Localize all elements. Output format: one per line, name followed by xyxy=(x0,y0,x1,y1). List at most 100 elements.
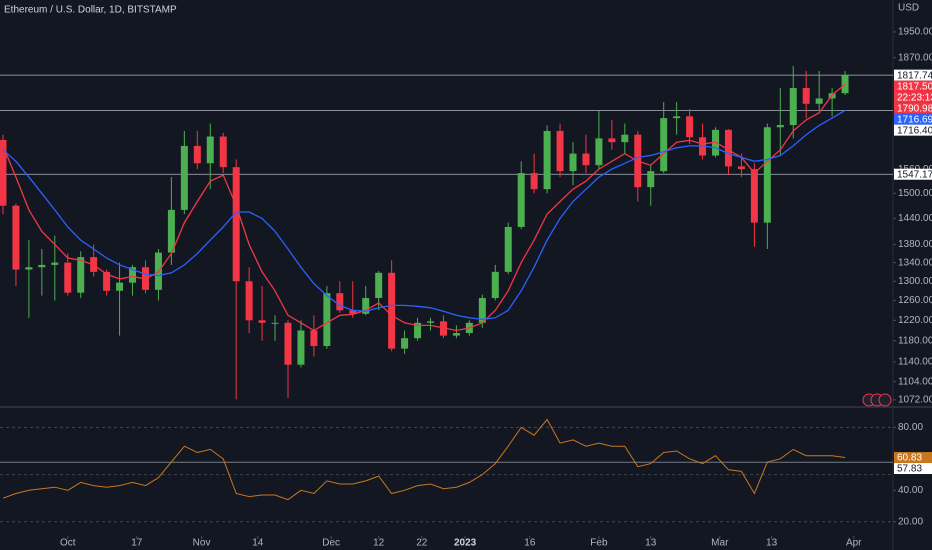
candle-body xyxy=(543,130,551,190)
candle-body xyxy=(375,272,383,299)
candle-body xyxy=(116,282,124,291)
x-tick-label: 13 xyxy=(645,538,657,549)
candle-body xyxy=(595,138,603,166)
x-tick-label: 22 xyxy=(416,538,428,549)
y-tick-label: 1180.00 xyxy=(898,335,932,346)
price-label-box xyxy=(894,69,932,81)
candle-body xyxy=(271,322,279,324)
x-tick-label: 14 xyxy=(252,538,264,549)
candle-body xyxy=(647,171,655,188)
price-label-box xyxy=(894,463,932,475)
event-icons xyxy=(862,393,892,407)
price-label: 1716.40 xyxy=(897,125,932,136)
candle-body xyxy=(349,310,357,314)
candle-body xyxy=(724,129,732,167)
candle-body xyxy=(673,116,681,119)
candle-body xyxy=(517,173,525,227)
chart-title: Ethereum / U.S. Dollar, 1D, BITSTAMP xyxy=(4,5,177,16)
y-tick-label: 80.00 xyxy=(898,422,923,433)
moving-average xyxy=(2,83,846,332)
candle-body xyxy=(686,116,694,138)
x-tick-label: 12 xyxy=(373,538,385,549)
y-tick-label: 1380.00 xyxy=(898,239,932,250)
x-tick-label: Dec xyxy=(322,538,340,549)
candle-body xyxy=(51,262,59,265)
candle-body xyxy=(478,298,486,323)
candle-body xyxy=(504,226,512,272)
candle-body xyxy=(530,173,538,190)
candle-body xyxy=(569,153,577,172)
price-pane: 1950.001870.001560.001500.001440.001380.… xyxy=(0,27,932,549)
candle-body xyxy=(297,330,305,365)
price-label: 1817.50 xyxy=(897,81,932,92)
price-label: 1547.17 xyxy=(897,169,932,180)
candle-body xyxy=(232,167,240,282)
y-tick-label: 1104.00 xyxy=(898,376,932,387)
candle-body xyxy=(64,262,72,293)
candle-body xyxy=(129,267,137,283)
x-tick-label: 16 xyxy=(524,538,536,549)
candle-body xyxy=(621,134,629,143)
candle-body xyxy=(38,264,46,268)
y-tick-label: 1300.00 xyxy=(898,276,932,287)
price-label: 57.83 xyxy=(897,464,922,475)
price-label-box xyxy=(894,80,932,92)
price-label: 60.83 xyxy=(897,453,922,464)
candle-body xyxy=(193,145,201,164)
y-tick-label: 1072.00 xyxy=(898,394,932,405)
x-tick-label: Mar xyxy=(711,538,729,549)
candle-body xyxy=(660,118,668,172)
icon xyxy=(878,393,892,407)
candle-body xyxy=(219,136,227,168)
candle-body xyxy=(401,338,409,349)
candle-body xyxy=(388,272,396,349)
candle-body xyxy=(427,321,435,323)
candle-body xyxy=(77,257,85,293)
x-tick-label: Apr xyxy=(846,538,862,549)
price-label: 22:23:13 xyxy=(897,92,932,103)
price-label-box xyxy=(894,113,932,125)
candle-body xyxy=(362,298,370,314)
candle-body xyxy=(323,293,331,347)
x-tick-label: 2023 xyxy=(454,538,477,549)
candle-body xyxy=(556,130,564,172)
y-tick-label: 40.00 xyxy=(898,485,923,496)
price-label: 1817.74 xyxy=(897,70,932,81)
candle-body xyxy=(180,145,188,210)
x-tick-label: Feb xyxy=(590,538,608,549)
y-tick-label: 1870.00 xyxy=(898,52,932,63)
moving-average xyxy=(2,109,846,320)
candle-body xyxy=(25,267,33,270)
x-tick-label: 17 xyxy=(131,538,143,549)
candle-body xyxy=(336,293,344,311)
price-label-box xyxy=(894,102,932,114)
candle-body xyxy=(245,281,253,321)
price-label: 1716.69 xyxy=(897,114,932,125)
candle-body xyxy=(582,153,590,166)
price-label-box xyxy=(894,168,932,180)
candle-body xyxy=(841,75,849,94)
x-tick-label: Oct xyxy=(60,538,76,549)
candle-body xyxy=(776,125,784,128)
candle-body xyxy=(789,88,797,126)
x-tick-label: 13 xyxy=(766,538,778,549)
candle-body xyxy=(763,127,771,223)
candle-body xyxy=(737,166,745,170)
candle-body xyxy=(284,322,292,365)
currency: USD xyxy=(898,3,919,14)
y-tick-label: 1140.00 xyxy=(898,357,932,368)
y-tick-label: 1340.00 xyxy=(898,257,932,268)
candle-body xyxy=(452,333,460,336)
y-tick-label: 1260.00 xyxy=(898,295,932,306)
rsi-line xyxy=(2,418,846,501)
price-label-box xyxy=(894,91,932,103)
candle-body xyxy=(206,136,214,164)
candle-body xyxy=(12,205,20,270)
candle-body xyxy=(167,209,175,253)
candle-body xyxy=(491,271,499,299)
y-tick-label: 1440.00 xyxy=(898,213,932,224)
price-label-box xyxy=(894,124,932,136)
